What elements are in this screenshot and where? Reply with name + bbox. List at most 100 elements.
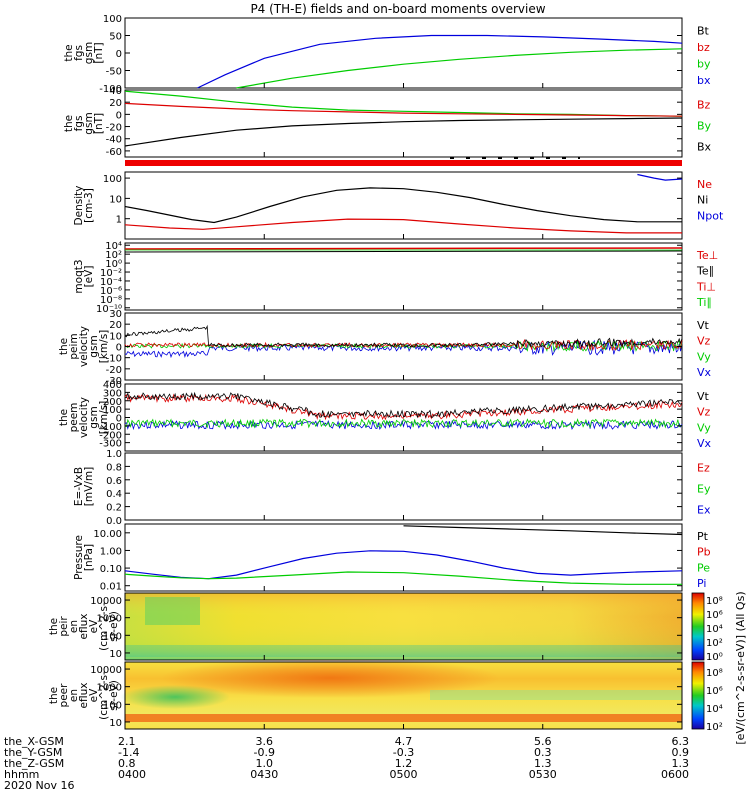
ylabel-line-peir-eflux-2: en xyxy=(68,620,80,633)
legend-peem-velocity-1: Vz xyxy=(697,406,711,419)
xtick-label-4-1: 0.9 xyxy=(672,746,690,759)
ylabel-line-peim-velocity-2: velocity xyxy=(78,326,90,367)
colorbar-lower xyxy=(691,661,705,730)
series-pressure-Pe xyxy=(124,571,682,585)
legend-moqt3-0: Te⊥ xyxy=(696,249,718,262)
ytick-label-peem-velocity-4: 0 xyxy=(116,414,122,425)
colorbar-upper-tick-4: 10⁰ xyxy=(706,652,723,663)
ytick-label-pressure-3: 0.01 xyxy=(100,582,122,593)
ytick-label-efield-1: 0.8 xyxy=(106,462,122,473)
legend-density-2: Npot xyxy=(697,209,724,222)
xtick-label-0-1: -1.4 xyxy=(118,746,139,759)
ytick-label-pressure-2: 0.10 xyxy=(100,564,122,575)
legend-peim-velocity-2: Vy xyxy=(697,350,711,363)
series-density-Ni xyxy=(124,187,682,224)
series-density-Ne xyxy=(124,218,682,234)
electron-spectrogram-green-region xyxy=(120,685,230,709)
ytick-label-moqt3-6: 10⁻⁸ xyxy=(100,295,122,306)
ylabel-line-peir-eflux-0: the xyxy=(48,618,60,635)
ylabel-line-peem-velocity-4: [km/s] xyxy=(98,401,110,435)
ylabel-line-peem-velocity-2: velocity xyxy=(78,397,90,438)
x-axis-label-z: the_Z-GSM xyxy=(4,757,64,770)
legend-moqt3-3: Ti∥ xyxy=(696,296,712,309)
ytick-label-fgs-gsm-2: 0 xyxy=(116,49,122,60)
ylabel-moqt3: moqt3[eV] xyxy=(73,259,95,293)
xtick-label-1-2: 1.0 xyxy=(256,757,274,770)
ylabel-line-fgs-gsm-2: gsm xyxy=(83,42,95,64)
chart-title: P4 (TH-E) fields and on-board moments ov… xyxy=(250,2,545,16)
ylabel-line-peem-velocity-3: gsm xyxy=(88,406,100,428)
ylabel-line-fgs-gsm-2-3: [nT] xyxy=(93,113,105,134)
ytick-label-moqt3-4: 10⁻⁴ xyxy=(100,277,122,288)
legend-fgs-gsm-2-1: By xyxy=(697,120,712,133)
ytick-label-peim-velocity-2: 10 xyxy=(109,331,122,342)
ylabel-line-peim-velocity-0: the xyxy=(58,338,70,355)
panel-peer-eflux xyxy=(120,658,683,730)
ytick-label-density-2: 1 xyxy=(116,215,122,226)
ytick-label-peer-eflux-0: 10000 xyxy=(90,665,122,676)
electron-spectrogram-low-band xyxy=(125,714,682,722)
legend-efield-1: Ey xyxy=(697,483,711,496)
x-axis: the_X-GSM the_Y-GSM the_Z-GSM hhmm 2020 … xyxy=(4,83,689,792)
xtick-label-1-1: -0.9 xyxy=(254,746,275,759)
x-axis-label-y: the_Y-GSM xyxy=(4,746,62,759)
panel-peim-velocity-series xyxy=(124,324,683,359)
ylabel-line-peer-eflux-0: the xyxy=(48,687,60,704)
colorbar-upper-tick-0: 10⁸ xyxy=(706,596,723,607)
ylabel-line-peir-eflux-3: eflux xyxy=(78,614,90,640)
colorbar-upper-tick-2: 10⁴ xyxy=(706,624,723,635)
xtick-label-3-1: 0.3 xyxy=(534,746,552,759)
ylabel-line-peir-eflux-4: eV xyxy=(88,619,100,633)
panel-fgs-gsm-2 xyxy=(124,89,683,158)
ytick-label-peim-velocity-5: -20 xyxy=(106,365,122,376)
colorbar: [eV/(cm^2-s-sr-eV)] (All Qs) xyxy=(691,591,747,745)
ytick-label-moqt3-3: 10⁻² xyxy=(100,268,122,279)
ytick-label-density-1: 10 xyxy=(109,194,122,205)
legend-fgs-gsm-0: Bt xyxy=(697,24,710,37)
legend-pressure-1: Pb xyxy=(697,546,711,559)
legend-peim-velocity-1: Vz xyxy=(697,335,711,348)
ytick-label-fgs-gsm-2-3: -20 xyxy=(106,123,122,134)
ytick-label-fgs-gsm-0: 100 xyxy=(103,14,122,25)
ytick-label-peir-eflux-2: 100 xyxy=(103,631,122,642)
ylabel-line-moqt3-1: [eV] xyxy=(83,266,95,288)
legend-efield-0: Ez xyxy=(697,462,710,475)
panel-peem-velocity-series xyxy=(124,391,683,431)
ylabel-line-peir-eflux-6: sr-eV) xyxy=(108,611,120,642)
xtick-label-4-3: 0600 xyxy=(661,768,689,781)
ytick-label-density-0: 100 xyxy=(103,174,122,185)
panel-pressure xyxy=(124,523,683,592)
legend-pressure-3: Pi xyxy=(697,577,706,590)
legend-peem-velocity-3: Vx xyxy=(697,437,712,450)
ytick-label-efield-4: 0.2 xyxy=(106,503,122,514)
legend-fgs-gsm-2-2: Bx xyxy=(697,141,712,154)
ylabel-line-density-0: Density xyxy=(73,186,85,226)
date-label: 2020 Nov 16 xyxy=(4,779,74,792)
ylabel-line-density-1: [cm-3] xyxy=(83,188,95,223)
ylabel-line-peir-eflux-5: (cm^2-s- xyxy=(98,602,110,651)
panel-peim-velocity xyxy=(124,312,683,381)
ylabel-line-fgs-gsm-1: fgs xyxy=(73,45,85,61)
xtick-label-4-2: 1.3 xyxy=(672,757,690,770)
panel-fgs-gsm-series xyxy=(197,34,683,89)
ytick-label-peim-velocity-3: 0 xyxy=(116,343,122,354)
ylabel-line-fgs-gsm-2-1: fgs xyxy=(73,116,85,132)
legend-peem-velocity-2: Vy xyxy=(697,421,711,434)
ylabel-line-peim-velocity-3: gsm xyxy=(88,335,100,357)
xtick-label-3-2: 1.3 xyxy=(534,757,552,770)
flag-strip xyxy=(125,157,682,166)
colorbar-upper-tick-3: 10² xyxy=(706,638,723,649)
ytick-label-peem-velocity-1: 300 xyxy=(103,388,122,399)
moqt3-ti-line xyxy=(124,250,683,253)
ytick-label-fgs-gsm-4: -100 xyxy=(99,84,122,95)
colorbar-upper xyxy=(691,592,705,661)
ytick-label-peem-velocity-7: -300 xyxy=(99,439,122,450)
panel-fgs-gsm-2-series xyxy=(124,90,683,147)
ytick-label-peir-eflux-1: 1000 xyxy=(97,614,122,625)
x-axis-label-x: the_X-GSM xyxy=(4,735,64,748)
legend-density-0: Ne xyxy=(697,178,712,191)
